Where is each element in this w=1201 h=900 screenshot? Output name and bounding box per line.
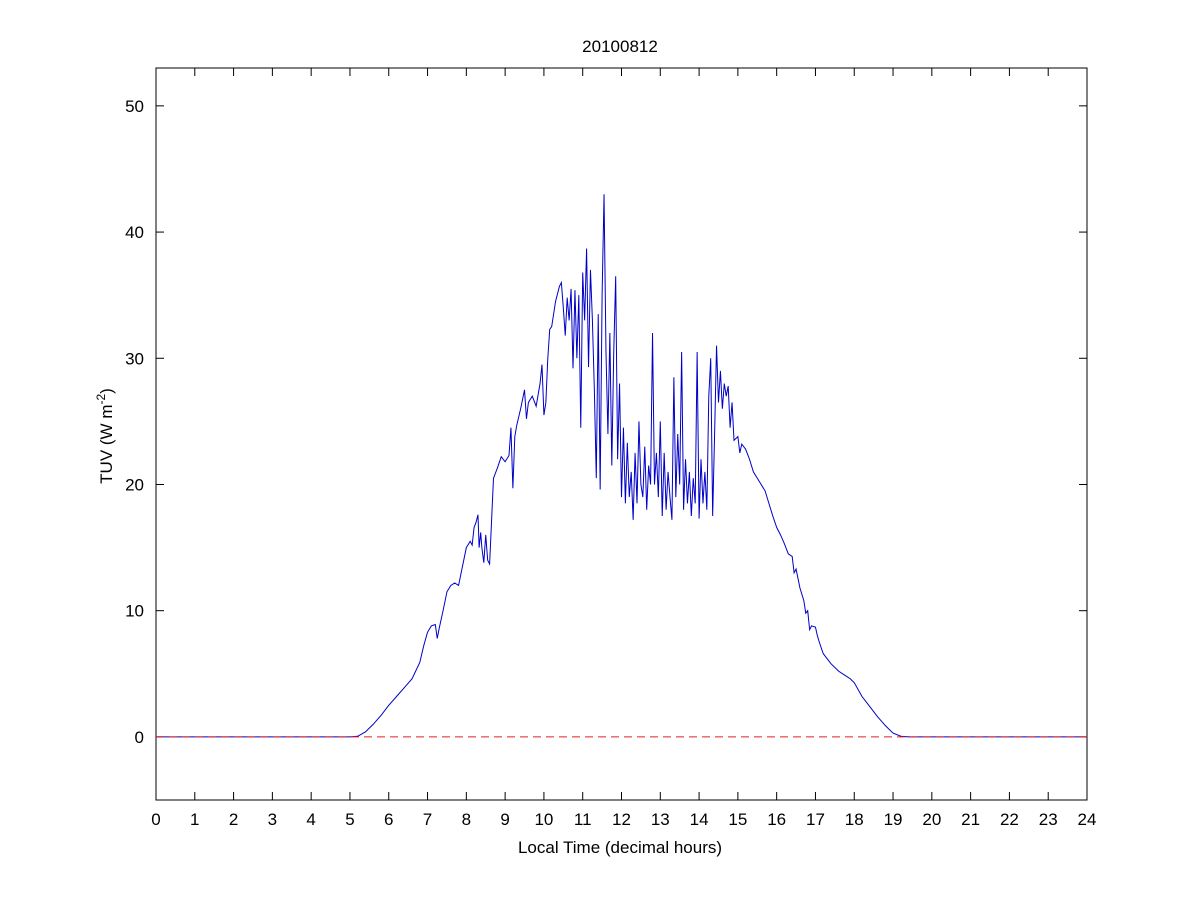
- tuv-series-line: [156, 194, 1087, 738]
- chart-title: 20100812: [582, 37, 658, 56]
- x-tick-label: 13: [651, 810, 670, 829]
- x-tick-label: 4: [306, 810, 315, 829]
- y-axis-label: TUV (W m-2): [94, 388, 116, 484]
- y-axis-label-base: TUV (W m: [97, 405, 116, 484]
- x-tick-label: 15: [728, 810, 747, 829]
- x-tick-label: 14: [690, 810, 709, 829]
- y-tick-label: 20: [125, 475, 144, 494]
- plot-frame: [155, 67, 1088, 801]
- x-tick-label: 23: [1039, 810, 1058, 829]
- x-tick-label: 0: [151, 810, 160, 829]
- x-tick-label: 7: [423, 810, 432, 829]
- plot-area: [155, 67, 1088, 801]
- x-tick-label: 5: [345, 810, 354, 829]
- y-axis-label-superscript: -2: [94, 394, 108, 405]
- x-tick-label: 21: [961, 810, 980, 829]
- x-axis: 0 1 2 3 4 5 6 7 8 9 10 11 12 13 14 15 16 17 18 19 20 21 22 23 24: [151, 68, 1096, 829]
- x-tick-label: 19: [884, 810, 903, 829]
- x-tick-label: 1: [190, 810, 199, 829]
- x-tick-label: 8: [462, 810, 471, 829]
- x-tick-label: 9: [500, 810, 509, 829]
- x-tick-label: 22: [1000, 810, 1019, 829]
- y-tick-label: 0: [135, 728, 144, 747]
- y-tick-label: 10: [125, 602, 144, 621]
- series-group: [156, 194, 1087, 738]
- y-tick-label: 40: [125, 223, 144, 242]
- x-tick-label: 17: [806, 810, 825, 829]
- x-tick-label: 24: [1078, 810, 1097, 829]
- x-tick-label: 2: [229, 810, 238, 829]
- x-tick-label: 18: [845, 810, 864, 829]
- x-tick-label: 6: [384, 810, 393, 829]
- x-tick-label: 16: [767, 810, 786, 829]
- x-tick-label: 10: [534, 810, 553, 829]
- x-axis-label: Local Time (decimal hours): [518, 838, 722, 857]
- y-tick-label: 30: [125, 349, 144, 368]
- x-tick-label: 3: [268, 810, 277, 829]
- x-tick-label: 11: [574, 810, 592, 829]
- y-axis-label-close: ): [97, 388, 116, 394]
- x-tick-label: 20: [922, 810, 941, 829]
- y-tick-label: 50: [125, 97, 144, 116]
- x-tick-label: 12: [612, 810, 631, 829]
- y-axis: 0 10 20 30 40 50: [125, 97, 1087, 747]
